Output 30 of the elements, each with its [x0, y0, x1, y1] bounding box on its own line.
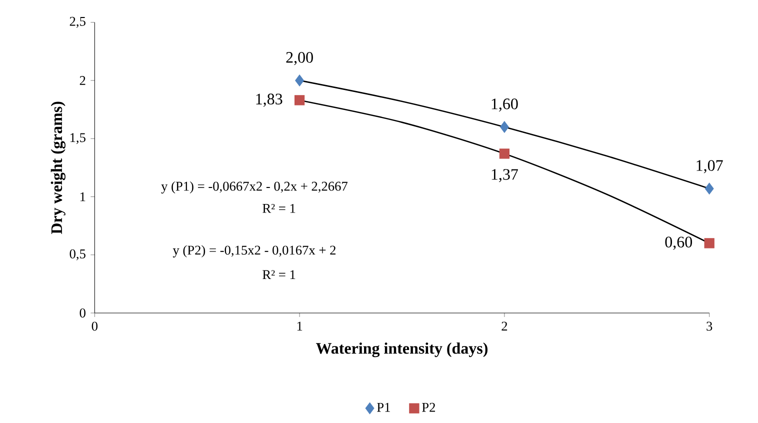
point — [500, 121, 509, 133]
data-label: 0,60 — [665, 236, 692, 250]
point — [704, 238, 714, 248]
x-axis-title: Watering intensity (days) — [316, 342, 488, 358]
y-tick-label: 2 — [80, 76, 86, 85]
x-tick-label: 1 — [297, 322, 302, 330]
annotation: R² = 1 — [262, 204, 296, 213]
y-tick-label: 2,5 — [70, 16, 86, 28]
y-tick-label: 1 — [80, 192, 86, 202]
data-label: 1,07 — [696, 160, 723, 174]
x-tick-label: 3 — [706, 322, 712, 331]
data-label: 1,60 — [492, 98, 518, 112]
y-tick-label: 0 — [80, 308, 86, 318]
legend-label: P2 — [422, 402, 436, 412]
point — [295, 74, 304, 86]
annotation: y (P1) = -0,0667x2 - 0,2x + 2,2667 — [161, 181, 348, 194]
point — [499, 148, 510, 159]
data-label: 1,37 — [492, 169, 518, 182]
x-tick-label: 0 — [92, 322, 98, 331]
y-axis-title: Dry weight (grams) — [50, 102, 66, 234]
data-label: 1,83 — [256, 94, 282, 107]
point — [294, 95, 305, 106]
data-label: 2,00 — [286, 52, 313, 66]
y-tick-label: 1,5 — [70, 133, 86, 144]
annotation: y (P2) = -0,15x2 - 0,0167x + 2 — [172, 245, 336, 258]
x-tick-label: 2 — [502, 322, 508, 331]
point — [704, 182, 714, 194]
legend-label: P1 — [377, 402, 390, 412]
annotation: R² = 1 — [262, 270, 296, 280]
y-tick-label: 0,5 — [70, 249, 86, 260]
